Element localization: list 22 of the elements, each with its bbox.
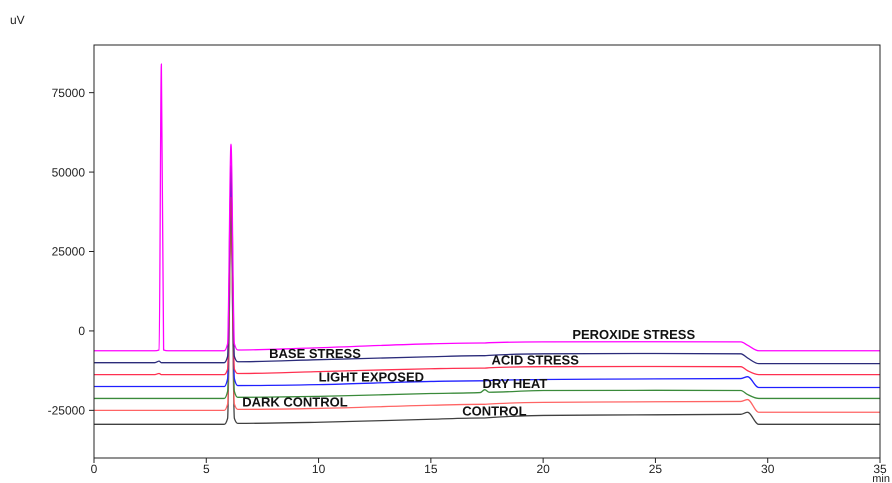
x-tick-label: 20 — [536, 462, 550, 476]
y-axis-title: uV — [10, 13, 25, 27]
x-tick-label: 30 — [761, 462, 775, 476]
x-tick-label: 0 — [90, 462, 98, 476]
x-tick-label: 15 — [424, 462, 438, 476]
x-axis-title: min — [872, 473, 890, 483]
y-tick-label: 75000 — [52, 86, 86, 100]
y-tick-label: 0 — [78, 324, 86, 338]
y-tick-label: 50000 — [52, 165, 86, 180]
series-label: ACID STRESS — [491, 352, 580, 368]
series-label: DARK CONTROL — [242, 394, 348, 410]
x-tick-label: 5 — [202, 462, 210, 476]
y-tick-label: 25000 — [52, 244, 86, 259]
y-tick-label: -25000 — [48, 404, 86, 418]
series-label: DRY HEAT — [482, 376, 548, 392]
x-tick-label: 35 — [873, 462, 887, 476]
series-label: CONTROL — [462, 403, 527, 418]
x-tick-label: 10 — [312, 462, 326, 476]
x-tick-label: 25 — [648, 462, 662, 476]
series-label: BASE STRESS — [269, 346, 362, 361]
series-label: PEROXIDE STRESS — [572, 326, 696, 342]
series-label: LIGHT EXPOSED — [318, 370, 424, 385]
